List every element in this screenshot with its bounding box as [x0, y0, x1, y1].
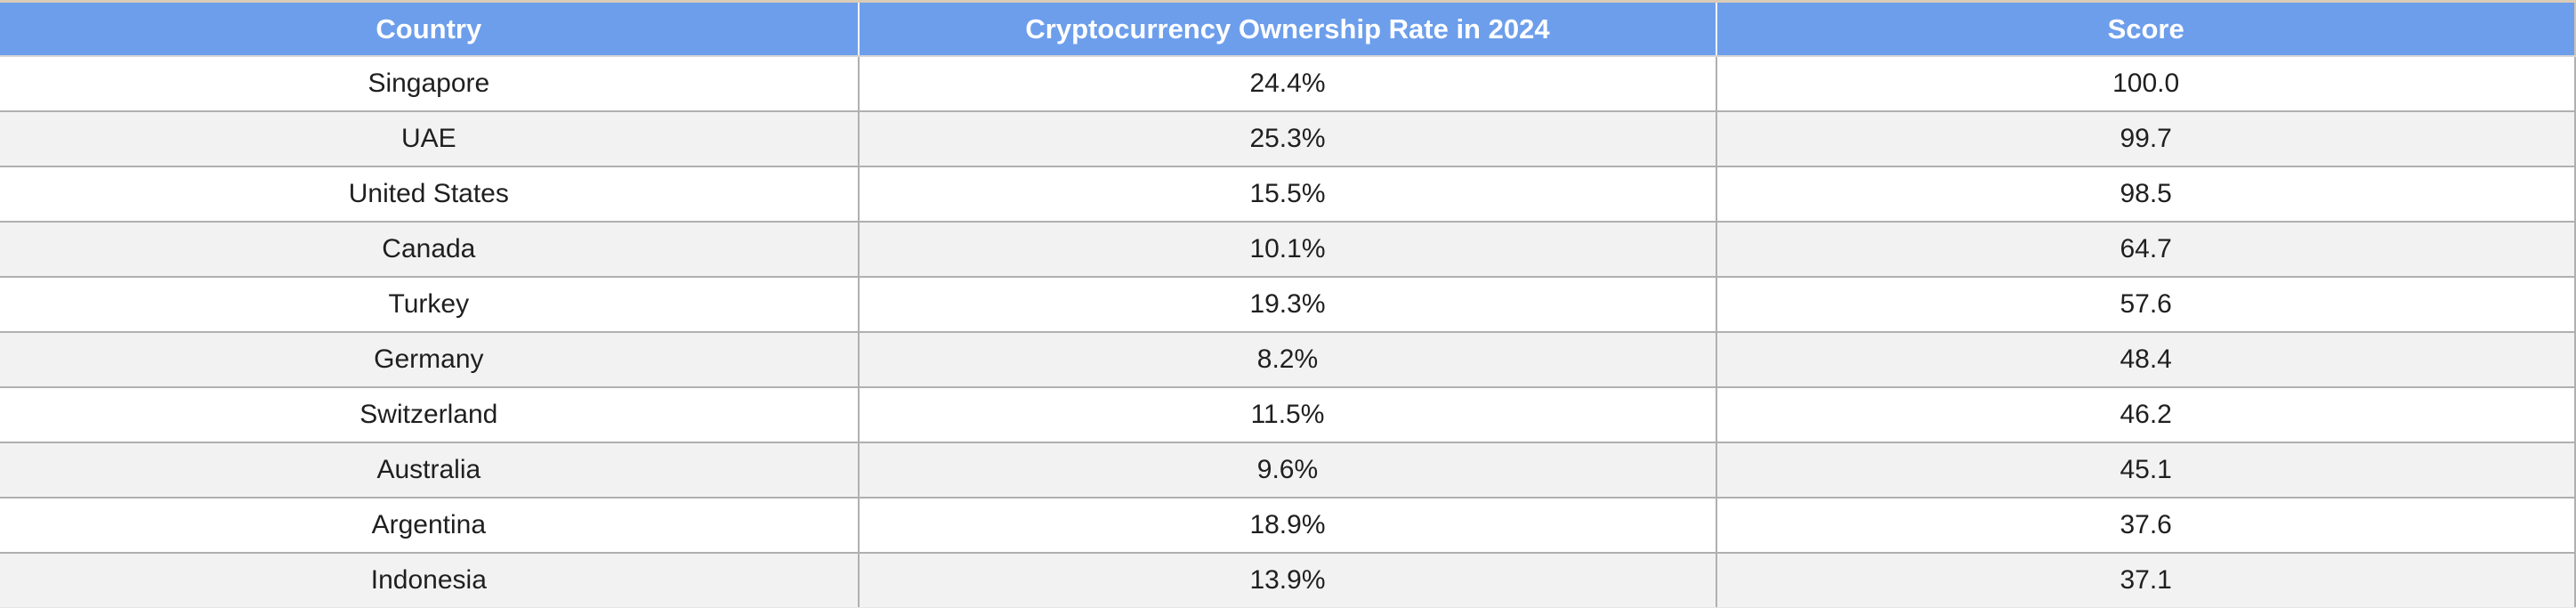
table-row: Germany 8.2% 48.4 — [0, 332, 2576, 388]
column-header-ownership-rate: Cryptocurrency Ownership Rate in 2024 — [858, 1, 1718, 57]
cell-ownership-rate: 19.3% — [858, 277, 1718, 333]
cell-country: United States — [0, 166, 860, 223]
cell-score: 100.0 — [1716, 56, 2576, 112]
table-body: Singapore 24.4% 100.0 UAE 25.3% 99.7 Uni… — [0, 56, 2576, 608]
cell-country: Indonesia — [0, 553, 860, 608]
cell-score: 45.1 — [1716, 442, 2576, 499]
cell-ownership-rate: 10.1% — [858, 222, 1718, 278]
cell-score: 46.2 — [1716, 387, 2576, 443]
cell-score: 48.4 — [1716, 332, 2576, 388]
column-header-score: Score — [1716, 1, 2576, 57]
cell-ownership-rate: 15.5% — [858, 166, 1718, 223]
table-row: Australia 9.6% 45.1 — [0, 442, 2576, 499]
cell-ownership-rate: 18.9% — [858, 498, 1718, 554]
table-row: Indonesia 13.9% 37.1 — [0, 553, 2576, 608]
cell-score: 64.7 — [1716, 222, 2576, 278]
header-row: Country Cryptocurrency Ownership Rate in… — [0, 1, 2576, 57]
table-header: Country Cryptocurrency Ownership Rate in… — [0, 1, 2576, 57]
table-row: Singapore 24.4% 100.0 — [0, 56, 2576, 112]
cell-ownership-rate: 25.3% — [858, 111, 1718, 167]
cell-country: Canada — [0, 222, 860, 278]
cell-ownership-rate: 11.5% — [858, 387, 1718, 443]
cell-country: Germany — [0, 332, 860, 388]
table-row: United States 15.5% 98.5 — [0, 166, 2576, 223]
cell-score: 98.5 — [1716, 166, 2576, 223]
table-row: Turkey 19.3% 57.6 — [0, 277, 2576, 333]
table-row: Canada 10.1% 64.7 — [0, 222, 2576, 278]
cell-ownership-rate: 24.4% — [858, 56, 1718, 112]
table-row: Switzerland 11.5% 46.2 — [0, 387, 2576, 443]
cell-score: 57.6 — [1716, 277, 2576, 333]
cell-ownership-rate: 8.2% — [858, 332, 1718, 388]
cell-ownership-rate: 9.6% — [858, 442, 1718, 499]
cell-score: 37.6 — [1716, 498, 2576, 554]
cell-score: 99.7 — [1716, 111, 2576, 167]
column-header-country: Country — [0, 1, 860, 57]
table-row: Argentina 18.9% 37.6 — [0, 498, 2576, 554]
table-row: UAE 25.3% 99.7 — [0, 111, 2576, 167]
cell-country: Australia — [0, 442, 860, 499]
cell-country: Singapore — [0, 56, 860, 112]
cell-ownership-rate: 13.9% — [858, 553, 1718, 608]
cell-country: Argentina — [0, 498, 860, 554]
cell-score: 37.1 — [1716, 553, 2576, 608]
cell-country: UAE — [0, 111, 860, 167]
cell-country: Switzerland — [0, 387, 860, 443]
cell-country: Turkey — [0, 277, 860, 333]
